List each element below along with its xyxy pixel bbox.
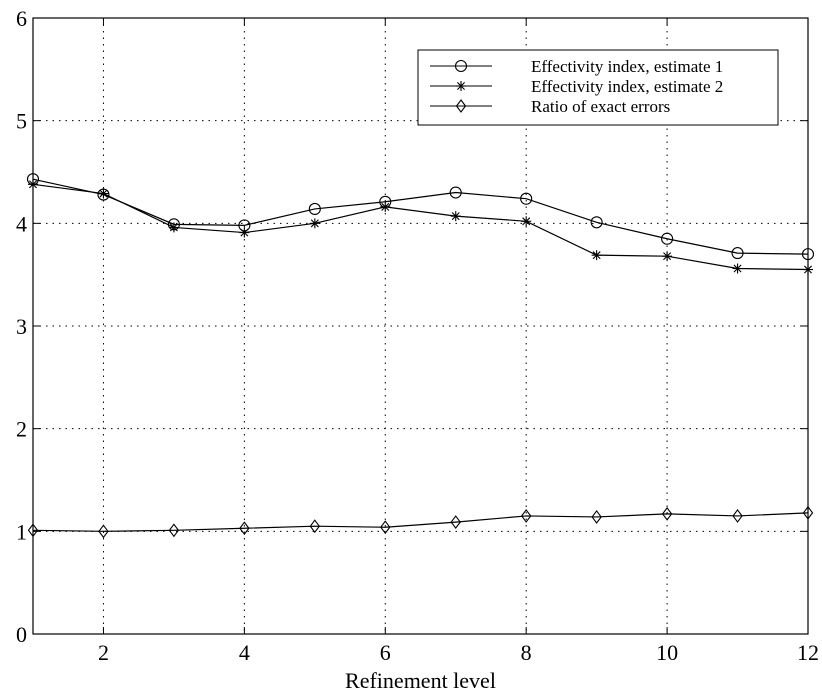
x-tick-labels: 2 4 6 8 10 12 (98, 640, 819, 665)
series-3-line (32, 512, 809, 532)
series-3-point (520, 509, 532, 523)
series-3-point (591, 510, 602, 524)
x-tick-label: 12 (797, 640, 819, 665)
y-tick-label: 5 (16, 109, 27, 134)
legend-marker (456, 81, 466, 91)
star-stroke (733, 264, 742, 273)
x-tick-label: 2 (98, 640, 109, 665)
y-tick-label: 0 (16, 622, 27, 647)
series-2-point (98, 188, 109, 199)
legend-entry: Effectivity index, estimate 2 (430, 77, 723, 96)
y-tick-label: 3 (16, 314, 27, 339)
series-1-point (590, 216, 603, 229)
legend-label: Effectivity index, estimate 2 (531, 77, 723, 96)
star-stroke (381, 202, 390, 211)
series-3-point (309, 519, 321, 534)
legend-entry: Ratio of exact errors (430, 97, 670, 116)
star-stroke (169, 223, 178, 232)
series-3-point (380, 520, 391, 535)
legend-label: Ratio of exact errors (531, 97, 670, 116)
series-2-point (168, 222, 179, 233)
series-2-point (450, 211, 461, 222)
star-stroke (310, 219, 319, 228)
series-2-point (309, 218, 320, 229)
series-2-point (28, 179, 38, 190)
series-2-point (662, 251, 673, 262)
x-tick-label: 8 (521, 640, 532, 665)
y-tick-labels: 0 1 2 3 4 5 6 (16, 6, 27, 647)
series-3-point (98, 524, 109, 539)
series-3-point (802, 505, 814, 520)
star-stroke (451, 212, 460, 221)
series-1-line (32, 178, 809, 255)
x-tick-label: 10 (656, 640, 678, 665)
series-2-point (591, 250, 602, 261)
series-2-point (732, 263, 743, 274)
series-2-point (239, 227, 250, 238)
series-3-point (450, 515, 461, 530)
series-1-point (520, 192, 533, 205)
series-3-point (168, 523, 180, 538)
series-3-point (27, 523, 39, 538)
star-stroke (663, 252, 672, 261)
star-stroke (522, 217, 531, 226)
legend-marker (454, 59, 468, 73)
series-2-point (803, 264, 813, 275)
legend-items: Effectivity index, estimate 1Effectivity… (430, 57, 723, 116)
series-1-point (731, 247, 744, 260)
y-tick-label: 6 (16, 6, 27, 31)
series-3 (27, 505, 814, 539)
star-stroke (457, 82, 465, 90)
star-stroke (592, 251, 601, 260)
series-1-point (449, 186, 462, 199)
legend-entry: Effectivity index, estimate 1 (430, 57, 723, 76)
legend-label: Effectivity index, estimate 1 (531, 57, 723, 76)
y-tick-label: 4 (16, 211, 27, 236)
series-1 (26, 173, 815, 261)
tick-marks (33, 17, 809, 635)
series-1-point (308, 202, 321, 216)
y-tick-label: 1 (16, 519, 27, 544)
series-layer (26, 173, 815, 539)
star-stroke (804, 265, 812, 274)
series-3-point (661, 506, 673, 521)
x-tick-label: 4 (239, 640, 250, 665)
star-stroke (240, 228, 249, 237)
series-2-line (32, 183, 809, 271)
x-axis-label: Refinement level (345, 668, 496, 692)
legend-box (417, 49, 779, 126)
series-2 (28, 179, 813, 275)
legend: Effectivity index, estimate 1Effectivity… (417, 49, 779, 126)
series-2-point (521, 216, 532, 227)
series-1-point (661, 232, 674, 245)
series-3-point (732, 509, 743, 523)
star-stroke (99, 189, 108, 198)
star-stroke (29, 180, 37, 189)
series-1-point (801, 248, 815, 261)
series-2-point (380, 201, 391, 212)
y-tick-label: 2 (16, 417, 27, 442)
legend-marker (455, 99, 467, 113)
series-3-point (239, 521, 250, 536)
x-tick-label: 6 (380, 640, 391, 665)
